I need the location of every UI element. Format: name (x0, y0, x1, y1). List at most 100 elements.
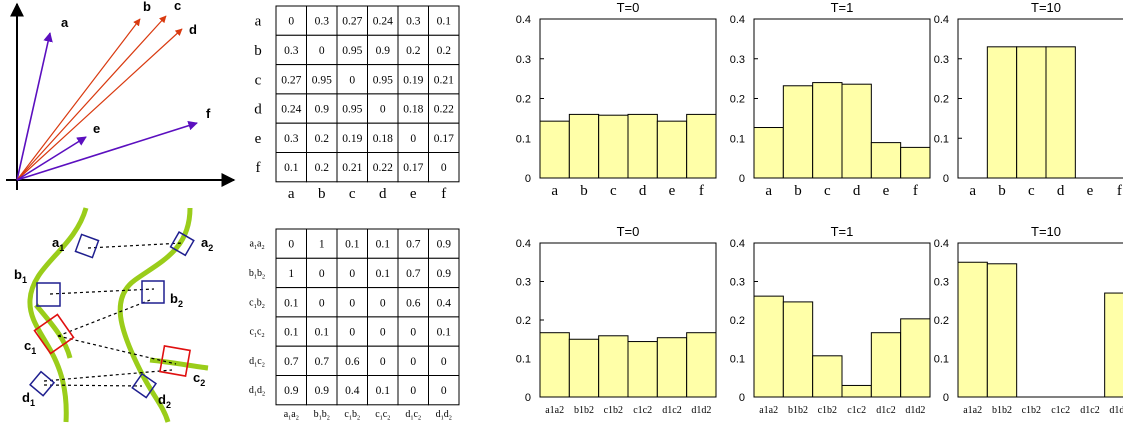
matrix-cell-value: 0.3 (406, 16, 421, 28)
left-curve (27, 207, 89, 423)
matrix-cell (336, 228, 368, 259)
matrix-cell-value: 0.24 (373, 16, 393, 28)
bar-b (782, 85, 814, 179)
matrix-cell (428, 228, 460, 259)
matrix-cell-value: 0.18 (403, 104, 423, 116)
vector-a-arrow (16, 32, 53, 181)
matrix-cell-value: 0.7 (315, 356, 330, 368)
matrix-cell-value: 0.9 (315, 385, 330, 397)
matrix-cell-value: 0 (441, 356, 447, 368)
matrix-cell (428, 34, 460, 66)
y-tick-label: 0.3 (934, 277, 949, 289)
match-line-b (49, 288, 155, 295)
affinity-matrix-bottom: 0 1 0.1 0.1 0.7 0.9 a1a2 1 0 0 0.1 0.7 0.9 b1b2 0.1 0 0 0… (249, 228, 460, 422)
bar-b1b2 (782, 301, 814, 398)
affinity-matrix-top: 0 0.3 0.27 0.24 0.3 0.1 a 0.3 0 0.95 0.9 0.2 0.2 b 0.2… (254, 5, 460, 202)
matrix-row-label: e (255, 131, 262, 147)
matrix-cell-value: 0.3 (284, 133, 299, 145)
y-tick-label: 0.1 (730, 354, 745, 366)
matrix-cell-value: 0.19 (342, 133, 362, 145)
matrix-cell (336, 345, 368, 377)
bar-d (1045, 46, 1076, 179)
y-tick-label: 0.1 (516, 354, 531, 366)
matrix-cell-value: 0.9 (315, 104, 330, 116)
matrix-cell-value: 0.21 (342, 162, 362, 174)
matrix-cell-value: 0.1 (376, 239, 391, 251)
matrix-cell-value: 0.9 (437, 239, 452, 251)
chart-title: T=0 (617, 224, 640, 239)
matrix-cell (275, 5, 307, 36)
matrix-cell (275, 287, 307, 318)
matrix-cell (336, 34, 368, 66)
matrix-row-label: c (255, 72, 262, 88)
matrix-cell-value: 0.1 (437, 327, 452, 339)
matrix-cell (428, 345, 460, 377)
chart-title: T=10 (1031, 0, 1061, 15)
matrix-cell-value: 0 (288, 16, 294, 28)
curve-label-b1: b1 (14, 267, 27, 285)
matrix-col-label: c1b2 (344, 409, 360, 422)
x-tick-label: b (580, 183, 588, 199)
curve-label-a2: a2 (201, 235, 213, 253)
short-curve-segment (34, 303, 73, 359)
matrix-cell-value: 0.1 (376, 385, 391, 397)
x-tick-label: e (883, 183, 890, 199)
x-tick-label: c1c2 (847, 405, 866, 416)
matrix-cell-value: 0.18 (373, 133, 393, 145)
matrix-cell (428, 316, 460, 347)
x-tick-label: d (853, 183, 861, 199)
matrix-col-label: a (288, 186, 295, 202)
matrix-row-label: b (254, 43, 262, 59)
matrix-row-label: b1b2 (249, 268, 265, 281)
matrix-row-label: f (256, 160, 261, 176)
y-tick-label: 0.1 (934, 133, 949, 145)
curve-label-b2: b2 (170, 291, 183, 309)
x-tick-label: d1d2 (905, 405, 925, 416)
matrix-cell (306, 93, 338, 124)
matrix-cell-value: 0.1 (345, 239, 360, 251)
x-tick-label: e (669, 183, 676, 199)
matrix-col-label: c (349, 186, 356, 202)
y-tick-label: 0.1 (730, 133, 745, 145)
matrix-cell (367, 34, 399, 66)
bar-c (812, 82, 843, 179)
matrix-row-label: a1a2 (249, 239, 264, 252)
matrix-cell-value: 0.4 (345, 385, 360, 397)
box-d1 (29, 370, 56, 397)
x-tick-label: a1a2 (759, 405, 778, 416)
matrix-cell-value: 0.27 (281, 74, 301, 86)
matrix-cell (397, 316, 429, 347)
matrix-cell-value: 0.7 (406, 239, 421, 251)
matrix-cell-value: 0.1 (284, 297, 299, 309)
x-tick-label: a (765, 183, 772, 199)
box-c1 (33, 313, 75, 355)
matrix-cell-value: 0.7 (284, 356, 299, 368)
y-tick-label: 0 (739, 392, 745, 404)
bar-chart-6: T=10 0 0.1 0.2 0.3 0.4 a1a2 b1b2 c1b2 c1c2 d1c2 d1d… (934, 224, 1123, 416)
matrix-col-label: b (318, 186, 326, 202)
matrix-cell-value: 0.1 (437, 16, 452, 28)
matrix-cell (336, 375, 368, 406)
y-tick-label: 0.2 (516, 94, 531, 106)
matrix-cell-value: 0.2 (437, 45, 452, 57)
box-a2 (169, 231, 195, 257)
matrix-col-label: e (410, 186, 417, 202)
matrix-cell-value: 0 (288, 239, 294, 251)
matrix-cell-value: 0.95 (312, 74, 332, 86)
matrix-cell (306, 122, 338, 153)
x-tick-label: d1d2 (691, 405, 711, 416)
x-tick-label: c (824, 183, 831, 199)
x-tick-label: a (969, 183, 976, 199)
matrix-cell-value: 0 (349, 327, 355, 339)
matrix-cell-value: 0.17 (403, 162, 423, 174)
bar-b1b2 (986, 263, 1018, 398)
right-curve (117, 207, 193, 423)
curve-label-a1: a1 (52, 235, 64, 253)
x-tick-label: a1a2 (963, 405, 982, 416)
matrix-cell-value: 0.2 (315, 133, 330, 145)
matrix-cell (336, 257, 368, 289)
bar-d1d2 (1104, 292, 1123, 398)
y-tick-label: 0.3 (934, 54, 949, 66)
matrix-cell (428, 287, 460, 318)
matrix-cell (275, 316, 307, 347)
